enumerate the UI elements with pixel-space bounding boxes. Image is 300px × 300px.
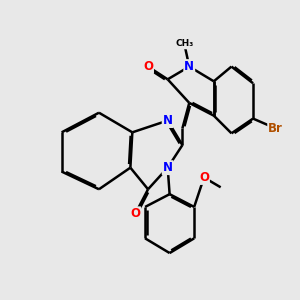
Text: N: N	[163, 114, 173, 127]
Text: Br: Br	[268, 122, 283, 135]
Text: O: O	[199, 171, 209, 184]
Text: O: O	[143, 60, 153, 73]
Text: CH₃: CH₃	[175, 40, 194, 49]
Text: N: N	[184, 60, 194, 73]
Text: N: N	[163, 161, 173, 174]
Text: O: O	[130, 207, 140, 220]
